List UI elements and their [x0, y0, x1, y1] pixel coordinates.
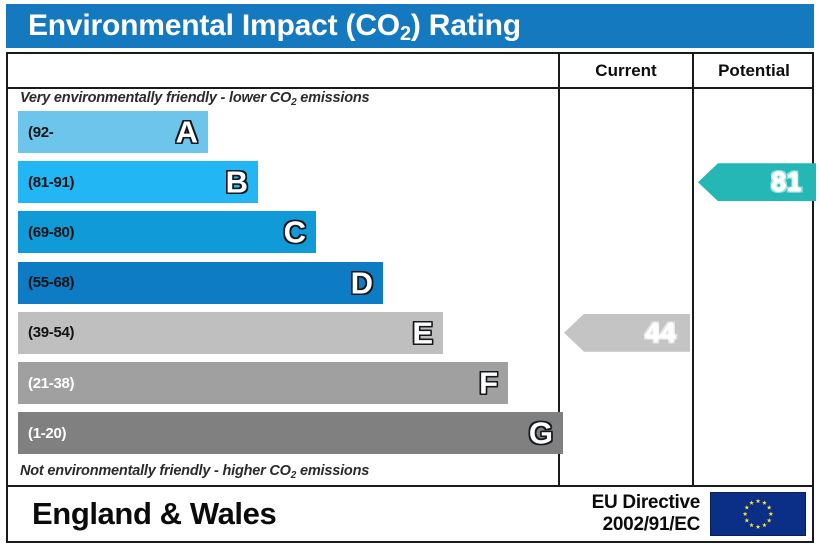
- page-title-subscript: 2: [399, 23, 411, 45]
- column-header-current: Current: [595, 61, 657, 80]
- table-header-row: [8, 54, 812, 89]
- band-range-c: (69-80): [28, 223, 75, 241]
- caption-bottom-prefix: Not environmentally friendly - higher CO: [20, 463, 291, 479]
- band-row-c: (69-80) C: [18, 211, 316, 254]
- column-header-potential: Potential: [718, 61, 790, 80]
- band-list: (92- A (81-91) B (69-80) C (55-68) D (39-54) E (21…: [18, 111, 563, 463]
- band-letter-a: A: [175, 114, 198, 150]
- caption-bottom-suffix: emissions: [296, 463, 370, 479]
- caption-top-suffix: emissions: [296, 90, 370, 106]
- rating-band-chart: Very environmentally friendly - lower CO…: [8, 89, 563, 487]
- band-letter-g: G: [528, 415, 553, 451]
- potential-rating-arrow: 81: [698, 163, 816, 202]
- current-rating-value: 44: [644, 316, 676, 348]
- band-range-g: (1-20): [28, 424, 67, 442]
- rating-table: Current Potential Very environmentally f…: [6, 52, 816, 487]
- band-row-b: (81-91) B: [18, 161, 258, 204]
- current-rating-arrow: 44: [564, 313, 690, 352]
- band-range-f: (21-38): [28, 374, 75, 392]
- page-title-suffix: ) Rating: [410, 9, 521, 42]
- band-letter-f: F: [479, 365, 498, 401]
- band-range-d: (55-68): [28, 274, 75, 292]
- eu-flag-icon: [710, 492, 806, 536]
- band-letter-c: C: [283, 214, 306, 250]
- page-title: Environmental Impact (CO2) Rating: [6, 9, 521, 45]
- band-letter-e: E: [412, 315, 433, 351]
- potential-rating-value: 81: [770, 166, 802, 198]
- band-row-g: (1-20) G: [18, 412, 563, 455]
- column-divider-potential: [692, 54, 694, 485]
- band-letter-d: D: [350, 265, 373, 301]
- column-divider-current: [558, 54, 560, 485]
- region-label: England & Wales: [32, 496, 277, 531]
- band-range-a: (92-: [28, 123, 54, 141]
- band-row-f: (21-38) F: [18, 362, 508, 404]
- caption-top-subscript: 2: [291, 97, 297, 108]
- title-bar: Environmental Impact (CO2) Rating: [6, 4, 814, 48]
- band-range-e: (39-54): [28, 324, 75, 342]
- caption-bottom-subscript: 2: [290, 470, 297, 481]
- band-letter-b: B: [225, 164, 248, 200]
- band-row-d: (55-68) D: [18, 261, 383, 304]
- page-title-prefix: Environmental Impact (CO: [28, 9, 400, 42]
- caption-top-prefix: Very environmentally friendly - lower CO: [20, 90, 292, 106]
- caption-bottom: Not environmentally friendly - higher CO…: [20, 463, 554, 482]
- eu-directive-line2: 2002/91/EC: [602, 513, 701, 535]
- footer: England & Wales EU Directive 2002/91/EC: [6, 487, 814, 543]
- eu-directive-line1: EU Directive: [591, 492, 701, 513]
- caption-top: Very environmentally friendly - lower CO…: [20, 90, 554, 109]
- band-range-b: (81-91): [28, 173, 75, 191]
- eu-directive-text: EU Directive 2002/91/EC: [538, 492, 701, 535]
- band-row-a: (92- A: [18, 111, 208, 153]
- band-row-e: (39-54) E: [18, 311, 443, 354]
